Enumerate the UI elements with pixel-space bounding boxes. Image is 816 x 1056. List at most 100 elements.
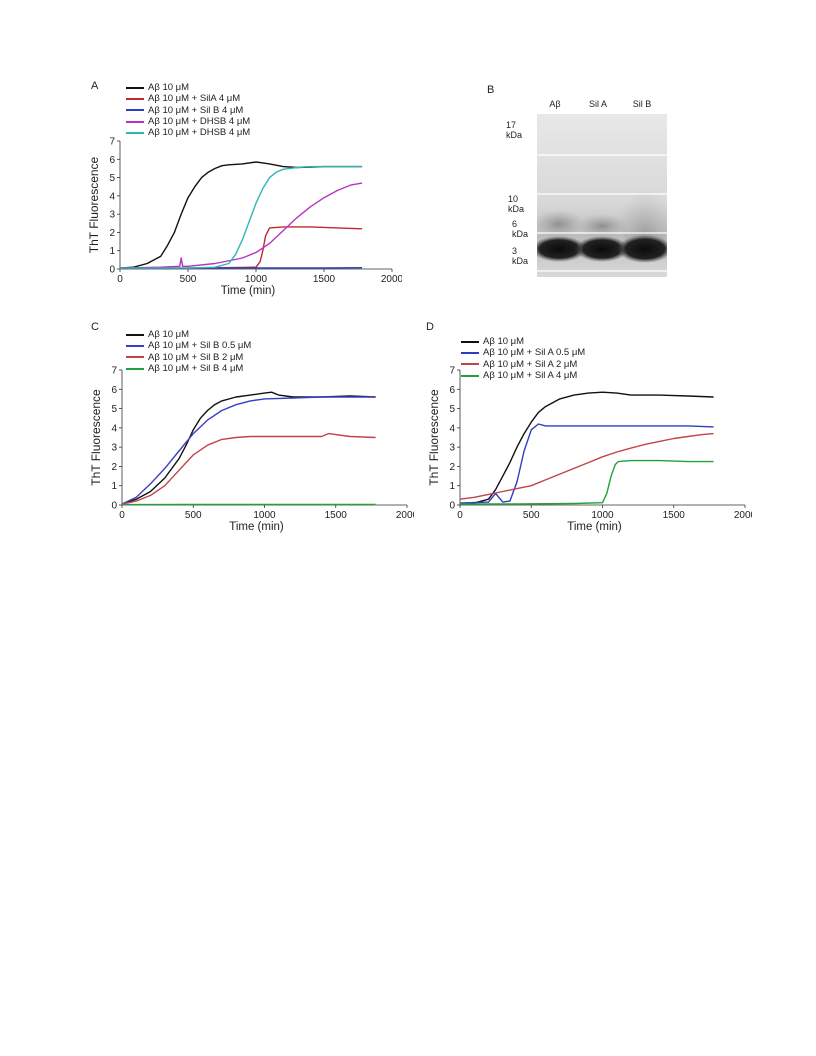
x-tick-label: 500	[185, 510, 202, 521]
x-tick-label: 1000	[253, 510, 276, 521]
y-tick-label: 2	[109, 228, 115, 239]
y-tick-label: 6	[449, 385, 455, 396]
legend-swatch	[126, 131, 144, 134]
y-axis-label: ThT Fluorescence	[89, 389, 103, 486]
legend-swatch	[126, 356, 144, 359]
legend-label: Aβ 10 μM + Sil B 4 μM	[148, 362, 244, 374]
y-tick-label: 1	[111, 481, 117, 492]
legend-entry: Aβ 10 μM + DHSB 4 μM	[126, 116, 250, 127]
legend-entry: Aβ 10 μM + Sil A 4 μM	[461, 370, 585, 381]
legend-swatch	[126, 333, 144, 336]
legend-label: Aβ 10 μM + Sil B 0.5 μM	[148, 340, 252, 352]
gel-marker-label: 17 kDa	[506, 120, 523, 140]
y-tick-label: 7	[109, 137, 115, 148]
panel-a-chart: 0 1 2 3 4 5 6 7 0 500 1000 1500 2000 Time (min) ThT Fl…	[87, 137, 402, 298]
y-tick-label: 1	[109, 246, 115, 257]
y-tick-label: 3	[109, 210, 115, 221]
y-tick-label: 5	[109, 173, 115, 184]
legend-entry: Aβ 10 μM	[126, 329, 251, 340]
legend-swatch	[461, 363, 479, 366]
panel-d-legend: Aβ 10 μM Aβ 10 μM + Sil A 0.5 μM Aβ 10 μM …	[461, 336, 585, 381]
x-tick-label: 1500	[313, 274, 336, 285]
x-axis-label: Time (min)	[567, 521, 622, 533]
panel-d-label: D	[426, 321, 434, 333]
legend-swatch	[461, 374, 479, 377]
series-line-1	[119, 161, 363, 269]
series-line-4	[460, 459, 714, 505]
y-tick-label: 5	[111, 404, 117, 415]
panel-a-label: A	[91, 80, 99, 92]
x-tick-label: 2000	[734, 510, 752, 521]
legend-entry: Aβ 10 μM	[461, 336, 585, 347]
y-tick-label: 0	[109, 265, 115, 276]
legend-entry: Aβ 10 μM + Sil B 4 μM	[126, 105, 250, 116]
y-tick-label: 3	[449, 443, 455, 454]
legend-label: Aβ 10 μM + Sil B 2 μM	[148, 351, 244, 363]
legend-entry: Aβ 10 μM + SilA 4 μM	[126, 93, 250, 104]
x-tick-label: 1500	[663, 510, 686, 521]
legend-swatch	[461, 340, 479, 343]
legend-swatch	[126, 344, 144, 347]
y-axis-label: ThT Fluorescence	[427, 389, 441, 486]
panel-a-legend: Aβ 10 μM Aβ 10 μM + SilA 4 μM Aβ 10 μM + S…	[126, 82, 250, 138]
legend-swatch	[461, 351, 479, 354]
x-tick-label: 0	[457, 510, 463, 521]
series-line-4	[119, 182, 363, 269]
panel-d-chart: 0 1 2 3 4 5 6 7 0 500 1000 1500 2000 Time (min) ThT Fl…	[427, 366, 752, 534]
y-tick-label: 6	[109, 155, 115, 166]
y-tick-label: 2	[449, 462, 455, 473]
y-tick-label: 1	[449, 481, 455, 492]
gel-band	[575, 236, 629, 262]
y-tick-label: 7	[111, 366, 117, 377]
x-tick-label: 500	[523, 510, 540, 521]
legend-swatch	[126, 120, 144, 123]
legend-label: Aβ 10 μM + DHSB 4 μM	[148, 127, 251, 139]
y-tick-label: 0	[111, 501, 117, 512]
series-line-2	[459, 423, 714, 504]
legend-entry: Aβ 10 μM + DHSB 4 μM	[126, 127, 250, 138]
gel-lane-label: Sil A	[588, 99, 607, 109]
x-tick-label: 0	[117, 274, 123, 285]
y-tick-label: 6	[111, 385, 117, 396]
series-line-1	[121, 391, 376, 505]
legend-entry: Aβ 10 μM + Sil B 2 μM	[126, 352, 251, 363]
y-tick-label: 4	[449, 423, 455, 434]
y-tick-label: 2	[111, 462, 117, 473]
y-tick-label: 4	[111, 423, 117, 434]
legend-label: Aβ 10 μM + DHSB 4 μM	[148, 115, 251, 127]
y-tick-label: 3	[111, 443, 117, 454]
series-line-1	[459, 391, 714, 505]
gel-band	[537, 236, 587, 262]
y-tick-label: 4	[109, 191, 115, 202]
series-line-2	[120, 226, 363, 269]
legend-entry: Aβ 10 μM + Sil B 4 μM	[126, 363, 251, 374]
x-axis-label: Time (min)	[221, 285, 276, 297]
gel-smear	[576, 214, 628, 238]
x-tick-label: 2000	[381, 274, 402, 285]
gel-marker-label: 6 kDa	[512, 219, 529, 239]
legend-entry: Aβ 10 μM + Sil A 2 μM	[461, 359, 585, 370]
x-tick-label: 500	[180, 274, 197, 285]
legend-swatch	[126, 86, 144, 89]
y-tick-label: 5	[449, 404, 455, 415]
gel-marker-label: 10 kDa	[508, 194, 525, 214]
gel-marker-label: 3 kDa	[512, 246, 529, 266]
y-axis-label: ThT Fluorescence	[87, 156, 101, 253]
gel-band	[617, 235, 667, 263]
legend-label: Aβ 10 μM + Sil B 4 μM	[148, 104, 244, 116]
gel-smear	[537, 210, 585, 238]
legend-label: Aβ 10 μM	[148, 329, 190, 340]
gel-lane-label: Aβ	[549, 99, 561, 109]
legend-swatch	[126, 97, 144, 100]
gel-image	[537, 114, 667, 277]
legend-label: Aβ 10 μM + Sil A 2 μM	[483, 358, 578, 370]
legend-label: Aβ 10 μM	[148, 82, 190, 93]
x-axis-label: Time (min)	[229, 521, 284, 533]
x-tick-label: 0	[119, 510, 125, 521]
gel-lane-label: Sil B	[632, 99, 652, 109]
series-line-5	[120, 165, 363, 269]
legend-label: Aβ 10 μM + Sil A 4 μM	[483, 369, 578, 381]
x-tick-label: 1000	[245, 274, 268, 285]
x-tick-label: 1500	[325, 510, 348, 521]
panel-c-legend: Aβ 10 μM Aβ 10 μM + Sil B 0.5 μM Aβ 10 μM …	[126, 329, 251, 374]
